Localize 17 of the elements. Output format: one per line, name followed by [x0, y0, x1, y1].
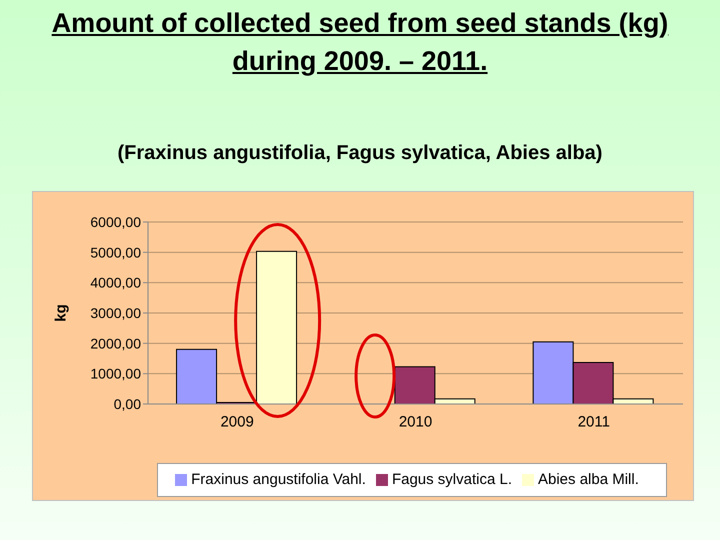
- y-tick-label: 5000,00: [90, 244, 142, 260]
- y-tick-label: 0,00: [114, 396, 142, 412]
- bar: [256, 250, 298, 404]
- chart-title: Amount of collected seed from seed stands (kg) during 2009. – 2011.: [50, 7, 670, 78]
- y-tick-label: 6000,00: [90, 214, 142, 230]
- x-tick-label: 2011: [578, 414, 610, 431]
- x-tick-label: 2010: [398, 414, 432, 431]
- y-tick-label: 3000,00: [90, 304, 142, 321]
- legend-label: Fraxinus angustifolia Vahl.: [191, 471, 366, 488]
- legend-label: Fagus sylvatica L.: [392, 471, 512, 488]
- y-tick-label: 4000,00: [90, 274, 142, 291]
- chart-subtitle: (Fraxinus angustifolia, Fagus sylvatica, Abies alba): [116, 142, 604, 165]
- y-tick-label: 2000,00: [90, 335, 142, 352]
- x-tick-label: 2009: [220, 414, 254, 431]
- y-axis-title: kg: [52, 304, 70, 322]
- legend-label: Abies alba Mill.: [538, 471, 639, 488]
- y-tick-label: 1000,00: [90, 366, 142, 382]
